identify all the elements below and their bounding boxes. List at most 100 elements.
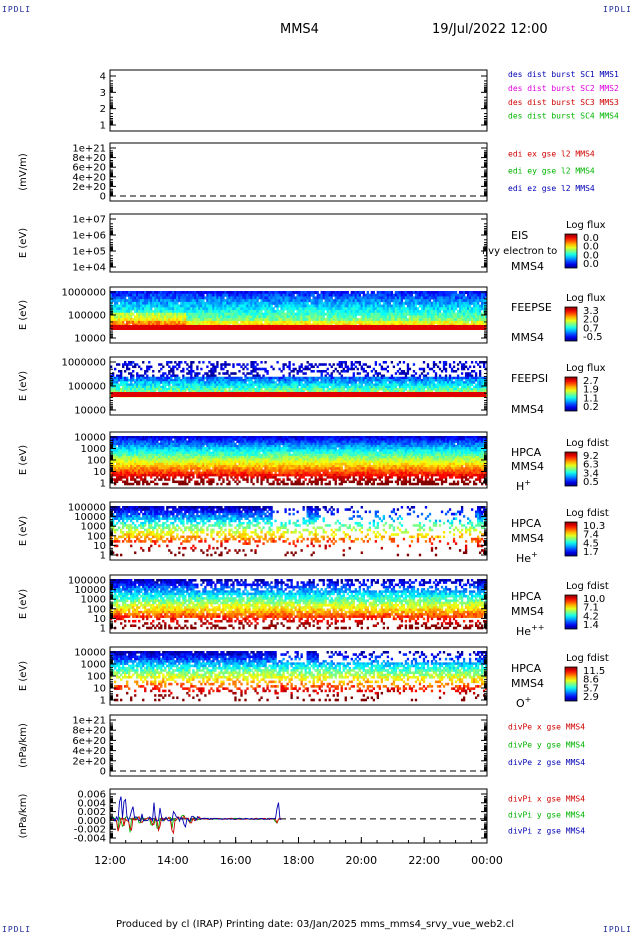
- panel-feeps-e-cell: [264, 293, 267, 297]
- panel-feeps-e-cell: [342, 293, 345, 297]
- panel-feeps-i-cell: [212, 379, 215, 382]
- panel-feeps-i-cell: [186, 376, 189, 380]
- panel-feeps-e-cell: [426, 299, 430, 303]
- panel-feeps-i-cell: [202, 390, 205, 393]
- panel-feeps-e-cell: [378, 296, 382, 300]
- panel-feeps-i-cell: [204, 388, 207, 391]
- panel-feeps-e-cell: [198, 318, 201, 322]
- panel-feeps-i-cell: [226, 379, 229, 382]
- panel-feeps-i-cell: [228, 379, 231, 382]
- panel-feeps-i-cell: [116, 388, 119, 391]
- panel-feeps-e-cell: [164, 307, 167, 311]
- panel-feeps-i-cell: [124, 361, 127, 364]
- panel-feeps-e-cell: [404, 310, 408, 314]
- panel-feeps-e-cell: [286, 318, 289, 322]
- panel-feeps-e-cell: [298, 320, 301, 324]
- panel-feeps-e-cell: [428, 299, 432, 303]
- panel-feeps-i-cell: [196, 390, 199, 393]
- panel-feeps-i-cell: [352, 376, 355, 380]
- panel-feeps-e-cell: [110, 299, 113, 303]
- panel-feeps-e-cell: [194, 293, 197, 297]
- panel-feeps-e-cell: [350, 301, 353, 305]
- panel-feeps-i-cell: [442, 381, 446, 384]
- panel-feeps-e-cell: [206, 312, 209, 316]
- panel-feeps-i-cell: [202, 385, 205, 389]
- panel-feeps-i-cell: [148, 379, 151, 382]
- panel-feeps-i-cell: [160, 363, 163, 366]
- panel-feeps-i-cell: [278, 379, 281, 382]
- panel-feeps-i-cell: [430, 381, 434, 384]
- panel-feeps-i-cell: [176, 367, 179, 371]
- panel-feeps-i-cell: [330, 365, 333, 369]
- panel-feeps-i-cell: [112, 381, 115, 384]
- panel-feeps-e-cell: [474, 320, 478, 324]
- panel-feeps-i-cell: [212, 383, 215, 387]
- panel-feeps-i-cell: [394, 376, 398, 380]
- panel-feeps-i-cell: [264, 388, 267, 391]
- panel-feeps-e-cell: [234, 310, 237, 314]
- panel-feeps-i-cell: [212, 385, 215, 389]
- panel-feeps-e-cell: [244, 299, 247, 303]
- panel-feeps-i-cell: [350, 385, 353, 389]
- panel-feeps-e-cell: [188, 320, 191, 324]
- panel-feeps-e-cell: [446, 307, 450, 311]
- panel-feeps-e-cell: [298, 315, 301, 319]
- panel-feeps-e-cell: [190, 320, 193, 324]
- panel-feeps-i-cell: [390, 381, 394, 384]
- panel-feeps-i-cell: [110, 385, 113, 389]
- panel-feeps-i-cell: [190, 385, 193, 389]
- panel-feeps-e-cell: [212, 291, 215, 295]
- panel-feeps-i-cell: [336, 390, 339, 393]
- panel-feeps-e-cell: [214, 310, 217, 314]
- panel-feeps-i-cell: [404, 383, 408, 387]
- panel-feeps-i-cell: [400, 385, 404, 389]
- panel-feeps-e-cell: [136, 299, 139, 303]
- panel-feeps-e-cell: [130, 291, 133, 295]
- panel-feeps-e-cell: [388, 315, 392, 319]
- panel-feeps-i-cell: [348, 381, 351, 384]
- panel-feeps-e-cell: [286, 307, 289, 311]
- panel-feeps-e-cell: [236, 299, 239, 303]
- panel-feeps-e-cell: [340, 307, 343, 311]
- panel-feeps-e-cell: [156, 291, 159, 295]
- panel-feeps-e-cell: [262, 304, 265, 308]
- panel-feeps-e-cell: [202, 296, 205, 300]
- panel-feeps-e-cell: [408, 296, 412, 300]
- panel-feeps-e-cell: [244, 320, 247, 324]
- panel-feeps-e-cell: [212, 307, 215, 311]
- panel-feeps-e-cell: [408, 318, 412, 322]
- panel-feeps-i-cell: [246, 363, 249, 366]
- panel-feeps-e-cell: [274, 318, 277, 322]
- panel-feeps-e-cell: [390, 291, 394, 295]
- panel-feeps-e-cell: [292, 293, 295, 297]
- panel-feeps-i-cell: [340, 379, 343, 382]
- panel-feeps-i-cell: [354, 379, 357, 382]
- panel-feeps-i-cell: [254, 370, 257, 373]
- panel-feeps-e-cell: [346, 315, 349, 319]
- panel-feeps-i-cell: [222, 381, 225, 384]
- panel-feeps-e-cell: [158, 296, 161, 300]
- panel-feeps-i-cell: [134, 383, 137, 387]
- panel-feeps-e-cell: [220, 312, 223, 316]
- panel-feeps-i-cell: [320, 390, 323, 393]
- panel-feeps-i-cell: [232, 376, 235, 380]
- panel-feeps-i-cell: [406, 370, 410, 373]
- panel-feeps-i-cell: [314, 383, 317, 387]
- panel-feeps-e-cell: [432, 312, 436, 316]
- panel-feeps-e-cell: [252, 307, 255, 311]
- panel-feeps-e-cell: [288, 315, 291, 319]
- panel-feeps-e-cell: [390, 293, 394, 297]
- panel-feeps-i-cell: [470, 361, 474, 364]
- panel-feeps-i-cell: [458, 390, 462, 393]
- panel-feeps-e-cell: [340, 291, 343, 295]
- panel-feeps-e-cell: [446, 318, 450, 322]
- panel-feeps-i-cell: [208, 390, 211, 393]
- panel-feeps-i-cell: [116, 385, 119, 389]
- panel-feeps-i-cell: [370, 390, 373, 393]
- panel-feeps-i-cell: [172, 372, 175, 375]
- panel-feeps-i-cell: [484, 376, 488, 380]
- panel-feeps-e-cell: [286, 312, 289, 316]
- panel-feeps-i-cell: [350, 376, 353, 380]
- panel-feeps-i-cell: [302, 385, 305, 389]
- panel-feeps-e-cell: [402, 315, 406, 319]
